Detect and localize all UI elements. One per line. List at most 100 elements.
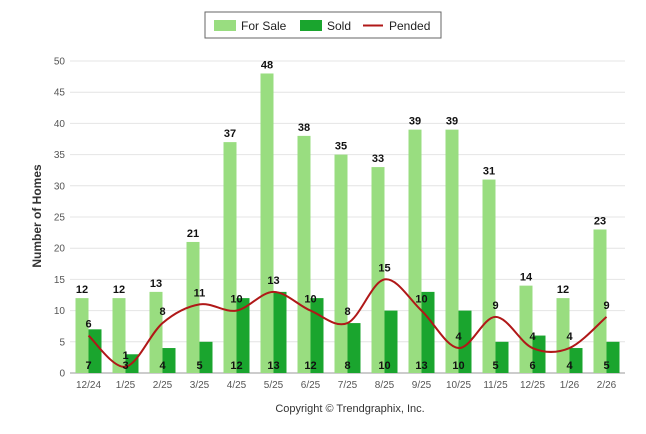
for-sale-value-label: 21 bbox=[187, 228, 199, 240]
for-sale-value-label: 37 bbox=[224, 128, 236, 140]
for-sale-value-label: 39 bbox=[446, 116, 458, 128]
for-sale-value-label: 33 bbox=[372, 153, 384, 165]
y-tick-label: 5 bbox=[59, 337, 65, 348]
for-sale-value-label: 23 bbox=[594, 215, 606, 227]
y-axis: 0 5 10 15 20 25 30 35 40 45 50 bbox=[54, 57, 66, 380]
legend-label-sold: Sold bbox=[327, 19, 351, 33]
sold-value-label: 7 bbox=[85, 360, 91, 372]
y-tick-label: 50 bbox=[54, 57, 66, 68]
copyright-footer: Copyright © Trendgraphix, Inc. bbox=[275, 403, 424, 415]
sold-value-label: 10 bbox=[452, 360, 464, 372]
sold-value-label: 10 bbox=[378, 360, 390, 372]
sold-value-label: 13 bbox=[267, 360, 279, 372]
y-tick-label: 45 bbox=[54, 88, 66, 99]
x-tick-label: 12/24 bbox=[76, 380, 101, 391]
pended-value-label: 13 bbox=[267, 275, 279, 287]
x-axis: 12/24 1/25 2/25 3/25 4/25 5/25 6/25 7/25 8/25 9/2… bbox=[76, 380, 617, 391]
bar-for-sale bbox=[334, 154, 348, 373]
bar-for-sale bbox=[112, 298, 126, 373]
pended-value-label: 9 bbox=[492, 300, 498, 312]
sold-value-label: 5 bbox=[196, 360, 202, 372]
legend-swatch-for-sale bbox=[214, 20, 236, 31]
pended-value-label: 4 bbox=[529, 331, 536, 343]
pended-value-label: 11 bbox=[194, 287, 206, 299]
bar-sold bbox=[347, 323, 361, 373]
bar-sold bbox=[606, 341, 620, 373]
x-tick-label: 12/25 bbox=[520, 380, 545, 391]
pended-value-label: 4 bbox=[455, 331, 462, 343]
y-axis-label: Number of Homes bbox=[30, 164, 44, 268]
pended-value-label: 10 bbox=[230, 294, 242, 306]
sold-value-label: 12 bbox=[230, 360, 242, 372]
bar-sold bbox=[199, 341, 213, 373]
x-tick-label: 7/25 bbox=[338, 380, 358, 391]
sold-value-label: 3 bbox=[122, 360, 128, 372]
for-sale-value-label: 14 bbox=[520, 272, 533, 284]
pended-value-label: 8 bbox=[344, 306, 350, 318]
x-tick-label: 6/25 bbox=[301, 380, 321, 391]
y-tick-label: 10 bbox=[54, 306, 66, 317]
x-tick-label: 2/25 bbox=[153, 380, 173, 391]
x-tick-label: 8/25 bbox=[375, 380, 395, 391]
pended-value-label: 9 bbox=[603, 300, 609, 312]
sold-value-label: 4 bbox=[566, 360, 573, 372]
bar-sold bbox=[162, 348, 176, 373]
bar-sold bbox=[495, 341, 509, 373]
bar-sold bbox=[236, 298, 250, 373]
for-sale-value-label: 31 bbox=[483, 166, 495, 178]
legend: For Sale Sold Pended bbox=[204, 11, 442, 39]
pended-value-label: 10 bbox=[304, 294, 316, 306]
bar-sold bbox=[532, 335, 546, 373]
bar-for-sale bbox=[260, 73, 274, 373]
data-labels: 1276123113482151137121048131338121035883… bbox=[76, 59, 610, 372]
x-tick-label: 4/25 bbox=[227, 380, 247, 391]
x-tick-label: 11/25 bbox=[483, 380, 508, 391]
pended-value-label: 4 bbox=[566, 331, 573, 343]
x-tick-label: 5/25 bbox=[264, 380, 284, 391]
bar-for-sale bbox=[186, 241, 200, 373]
legend-label-pended: Pended bbox=[389, 19, 430, 33]
sold-value-label: 13 bbox=[415, 360, 427, 372]
bar-for-sale bbox=[482, 179, 496, 373]
for-sale-value-label: 13 bbox=[150, 278, 162, 290]
for-sale-value-label: 35 bbox=[335, 141, 347, 153]
pended-value-label: 15 bbox=[378, 262, 390, 274]
y-tick-label: 15 bbox=[54, 275, 66, 286]
legend-swatch-sold bbox=[300, 20, 322, 31]
x-tick-label: 3/25 bbox=[190, 380, 210, 391]
legend-label-for-sale: For Sale bbox=[241, 19, 287, 33]
bar-sold bbox=[273, 291, 287, 373]
y-tick-label: 30 bbox=[54, 181, 66, 192]
x-tick-label: 1/26 bbox=[560, 380, 580, 391]
bar-for-sale bbox=[371, 167, 385, 373]
bar-for-sale bbox=[223, 142, 237, 373]
bar-for-sale bbox=[75, 298, 89, 373]
bar-sold bbox=[421, 291, 435, 373]
y-tick-label: 40 bbox=[54, 119, 66, 130]
pended-line-layer bbox=[87, 278, 608, 368]
bar-for-sale bbox=[445, 129, 459, 373]
for-sale-value-label: 12 bbox=[557, 284, 569, 296]
sold-value-label: 4 bbox=[159, 360, 166, 372]
legend-box bbox=[204, 11, 442, 39]
sold-value-label: 6 bbox=[529, 360, 535, 372]
bar-for-sale bbox=[297, 135, 311, 373]
sold-value-label: 8 bbox=[344, 360, 350, 372]
pended-value-label: 10 bbox=[415, 294, 427, 306]
y-tick-label: 20 bbox=[54, 244, 66, 255]
pended-value-label: 1 bbox=[122, 350, 128, 362]
y-tick-label: 0 bbox=[59, 369, 65, 380]
bar-for-sale bbox=[556, 298, 570, 373]
bar-for-sale bbox=[149, 291, 163, 373]
x-tick-label: 9/25 bbox=[412, 380, 432, 391]
y-tick-label: 35 bbox=[54, 150, 66, 161]
bar-sold bbox=[384, 310, 398, 373]
for-sale-value-label: 12 bbox=[113, 284, 125, 296]
sold-value-label: 5 bbox=[603, 360, 609, 372]
bar-for-sale bbox=[519, 285, 533, 373]
y-tick-label: 25 bbox=[54, 213, 66, 224]
pended-value-label: 6 bbox=[85, 319, 91, 331]
bar-sold bbox=[569, 348, 583, 373]
x-tick-label: 10/25 bbox=[446, 380, 471, 391]
